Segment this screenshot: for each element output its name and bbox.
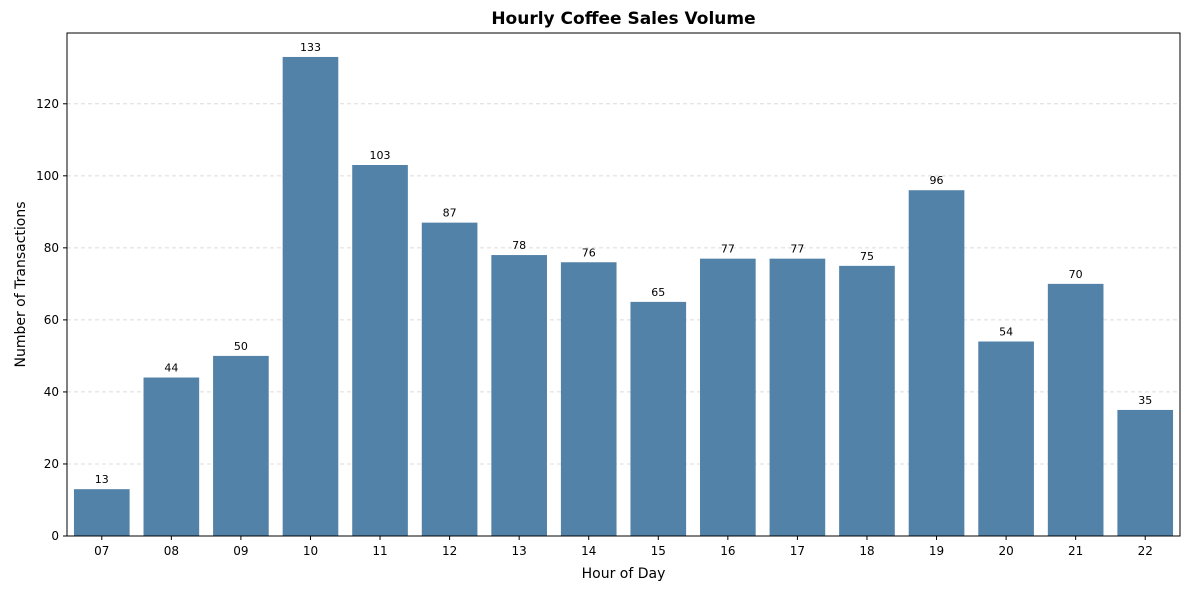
bar-value-label: 13 <box>95 473 109 486</box>
bar <box>560 262 617 536</box>
y-tick-label: 100 <box>36 169 59 183</box>
bar <box>491 255 547 536</box>
bars <box>73 56 1174 537</box>
plot-frame <box>66 32 1181 537</box>
bar <box>908 190 965 537</box>
x-tick-label: 08 <box>164 544 179 558</box>
bar-value-label: 87 <box>443 207 457 220</box>
bar <box>143 377 200 536</box>
bar <box>1117 409 1174 536</box>
bar-value-label: 76 <box>582 246 596 259</box>
x-tick-label: 22 <box>1138 544 1153 558</box>
bar-value-label: 78 <box>512 239 526 252</box>
x-tick-label: 07 <box>94 544 109 558</box>
x-tick-label: 18 <box>859 544 874 558</box>
bar <box>769 258 826 536</box>
x-axis-ticks: 07 08 09 10 11 12 13 14 15 16 17 18 19 20 21 22 <box>94 536 1153 558</box>
x-tick-label: 11 <box>372 544 387 558</box>
x-tick-label: 09 <box>233 544 248 558</box>
x-tick-label: 14 <box>581 544 596 558</box>
chart-title: Hourly Coffee Sales Volume <box>491 9 755 29</box>
x-tick-label: 15 <box>651 544 666 558</box>
x-tick-label: 10 <box>303 544 318 558</box>
bar-value-label: 54 <box>999 325 1013 338</box>
bar <box>1047 283 1104 536</box>
y-tick-label: 40 <box>44 385 59 399</box>
bar-value-label: 77 <box>721 243 735 256</box>
y-tick-label: 60 <box>44 313 59 327</box>
data-labels: 13 44 50 133 103 87 78 76 65 77 77 75 96 54 70 35 <box>95 41 1152 486</box>
bar-value-label: 65 <box>651 286 665 299</box>
x-tick-label: 12 <box>442 544 457 558</box>
y-axis-ticks: 0 20 40 60 80 100 120 <box>36 97 67 543</box>
bar <box>421 222 478 536</box>
bar <box>700 258 756 536</box>
x-tick-label: 21 <box>1068 544 1083 558</box>
x-tick-label: 20 <box>998 544 1013 558</box>
bar-value-label: 75 <box>860 250 874 263</box>
bar-value-label: 50 <box>234 340 248 353</box>
bar-value-label: 35 <box>1138 394 1152 407</box>
x-tick-label: 17 <box>790 544 805 558</box>
bar-value-label: 77 <box>790 243 804 256</box>
x-tick-label: 19 <box>929 544 944 558</box>
bar-value-label: 96 <box>930 174 944 187</box>
bar <box>630 301 687 536</box>
bar <box>73 489 130 536</box>
x-tick-label: 16 <box>720 544 735 558</box>
y-tick-label: 80 <box>44 241 59 255</box>
x-axis-label: Hour of Day <box>582 566 666 582</box>
x-tick-label: 13 <box>512 544 527 558</box>
bar <box>282 56 339 536</box>
bar <box>213 355 269 536</box>
y-tick-label: 0 <box>51 529 59 543</box>
bar-value-label: 133 <box>300 41 321 54</box>
bar <box>978 341 1034 536</box>
bar <box>839 265 895 536</box>
y-tick-label: 20 <box>44 457 59 471</box>
bar-value-label: 44 <box>164 362 178 375</box>
bar-value-label: 70 <box>1069 268 1083 281</box>
bar <box>352 165 408 536</box>
bar-value-label: 103 <box>370 149 391 162</box>
y-axis-label: Number of Transactions <box>13 201 29 367</box>
y-tick-label: 120 <box>36 97 59 111</box>
